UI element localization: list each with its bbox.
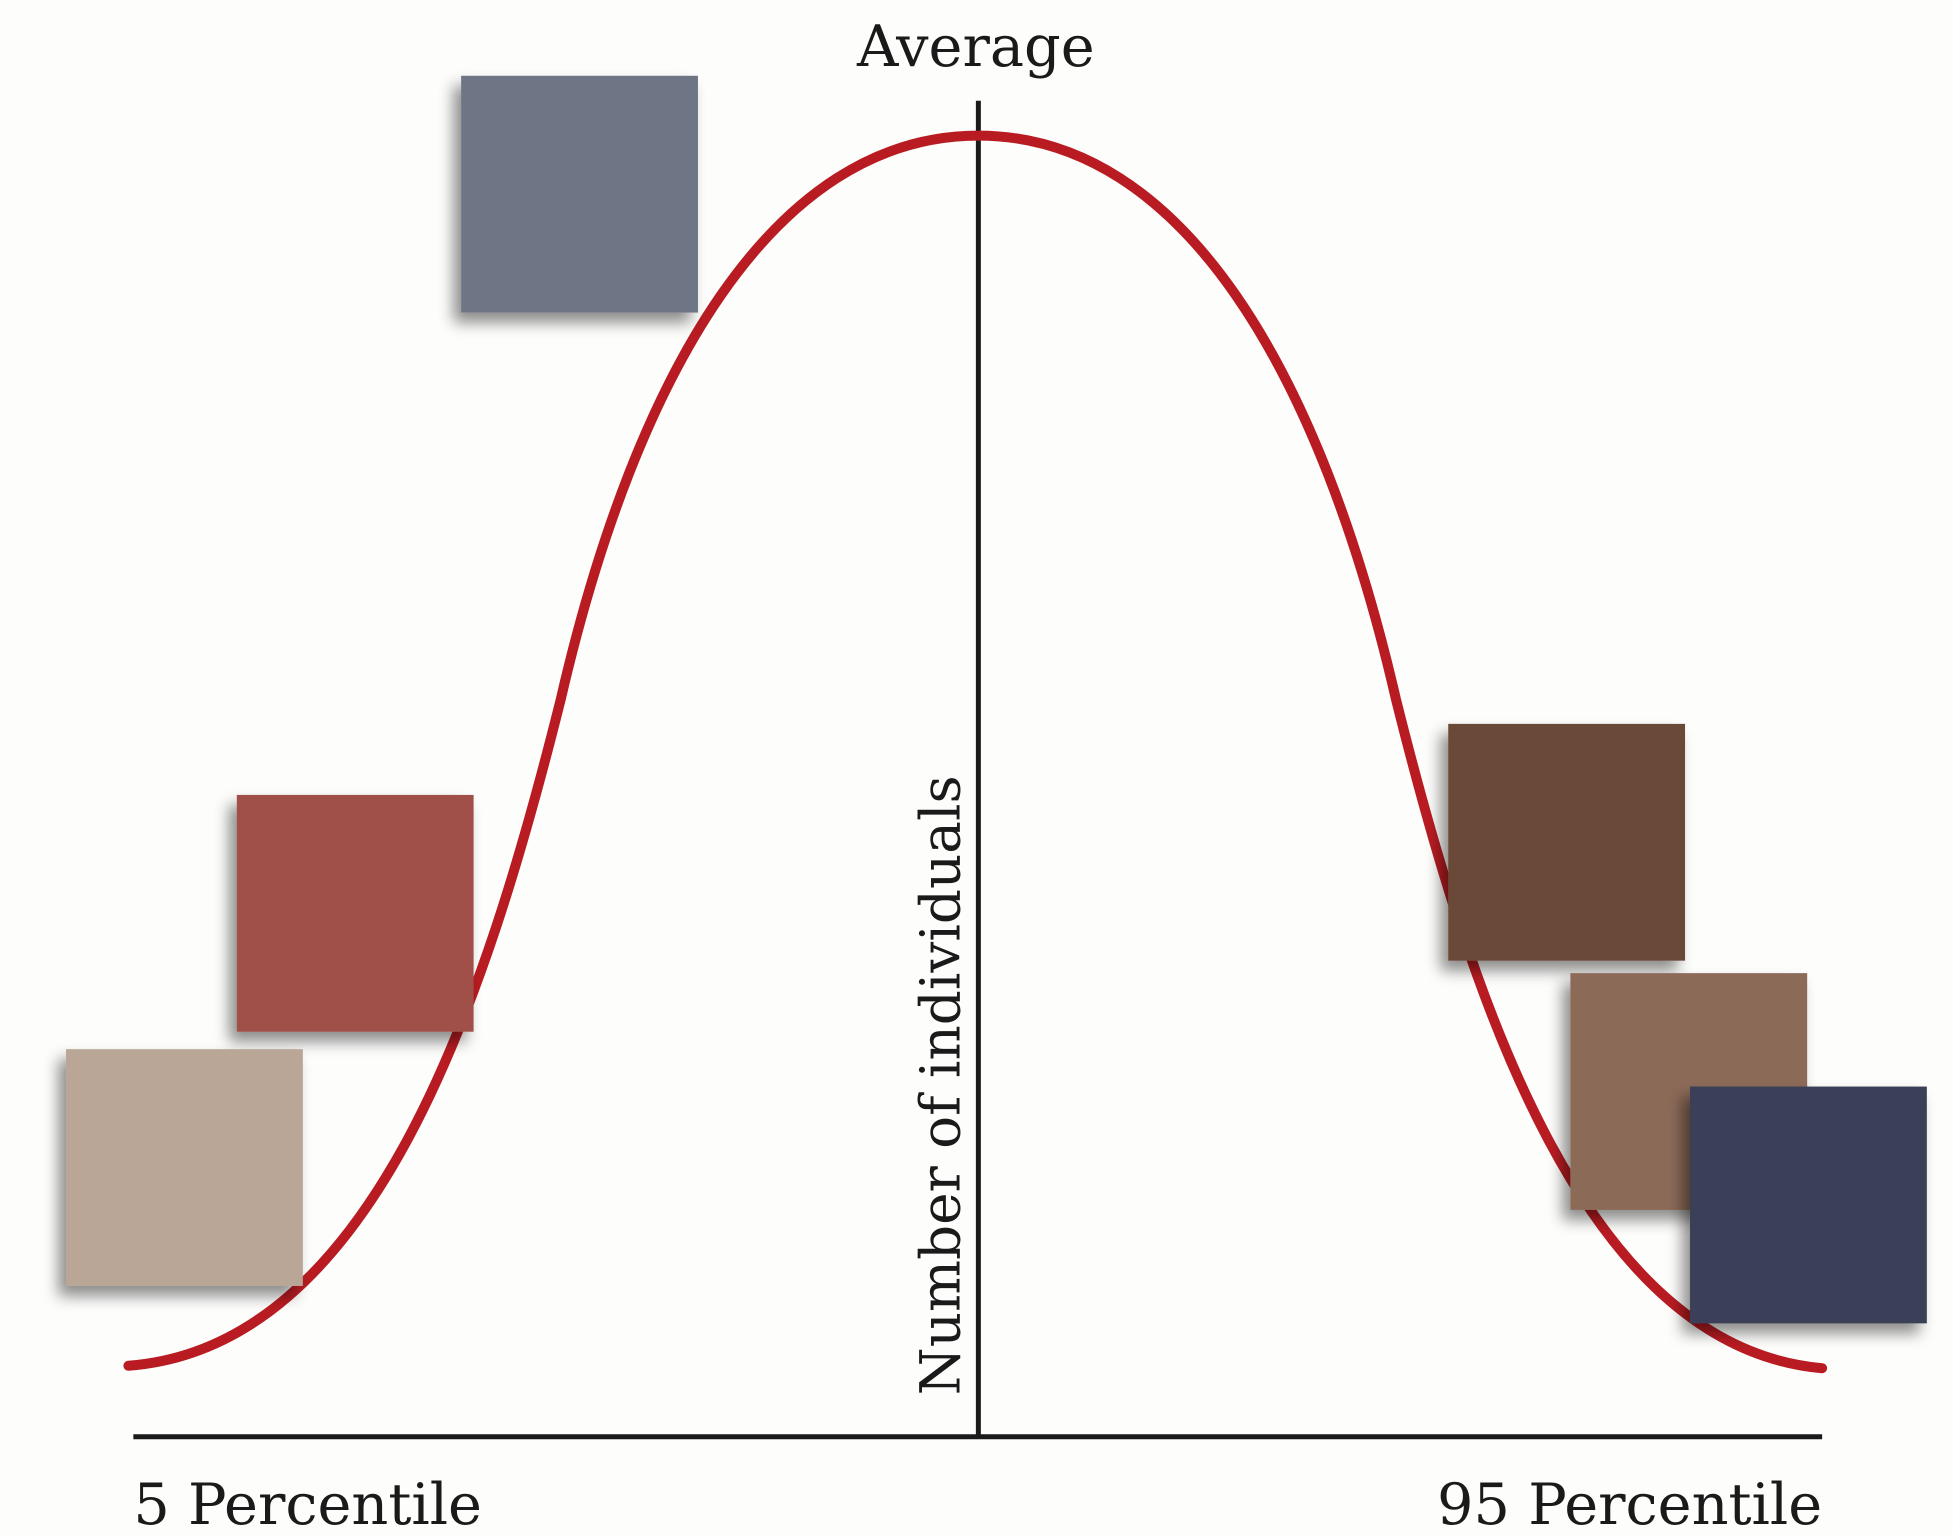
photo bbox=[66, 1049, 303, 1286]
photo bbox=[1690, 1087, 1927, 1324]
page: Average Number of individuals 5 Percenti… bbox=[0, 0, 1953, 1535]
left-label: 5 Percentile bbox=[133, 1471, 482, 1535]
photo bbox=[237, 795, 474, 1032]
photo bbox=[461, 76, 698, 313]
photo bbox=[1448, 724, 1685, 961]
axis-label: Number of individuals bbox=[909, 775, 973, 1395]
diagram: Average Number of individuals 5 Percenti… bbox=[0, 0, 1953, 1535]
top-label: Average bbox=[856, 13, 1095, 80]
right-label: 95 Percentile bbox=[1437, 1471, 1822, 1535]
